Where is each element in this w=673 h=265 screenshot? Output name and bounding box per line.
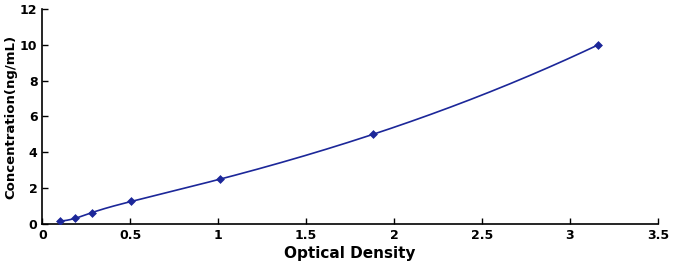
Point: [215, 177, 225, 181]
Y-axis label: Concentration(ng/mL): Concentration(ng/mL): [4, 34, 17, 198]
Point: [55, 219, 65, 223]
Point: [70, 216, 81, 220]
X-axis label: Optical Density: Optical Density: [284, 246, 416, 261]
Point: [367, 132, 378, 136]
Point: [126, 199, 137, 204]
Point: [87, 210, 98, 215]
Point: [593, 43, 604, 47]
